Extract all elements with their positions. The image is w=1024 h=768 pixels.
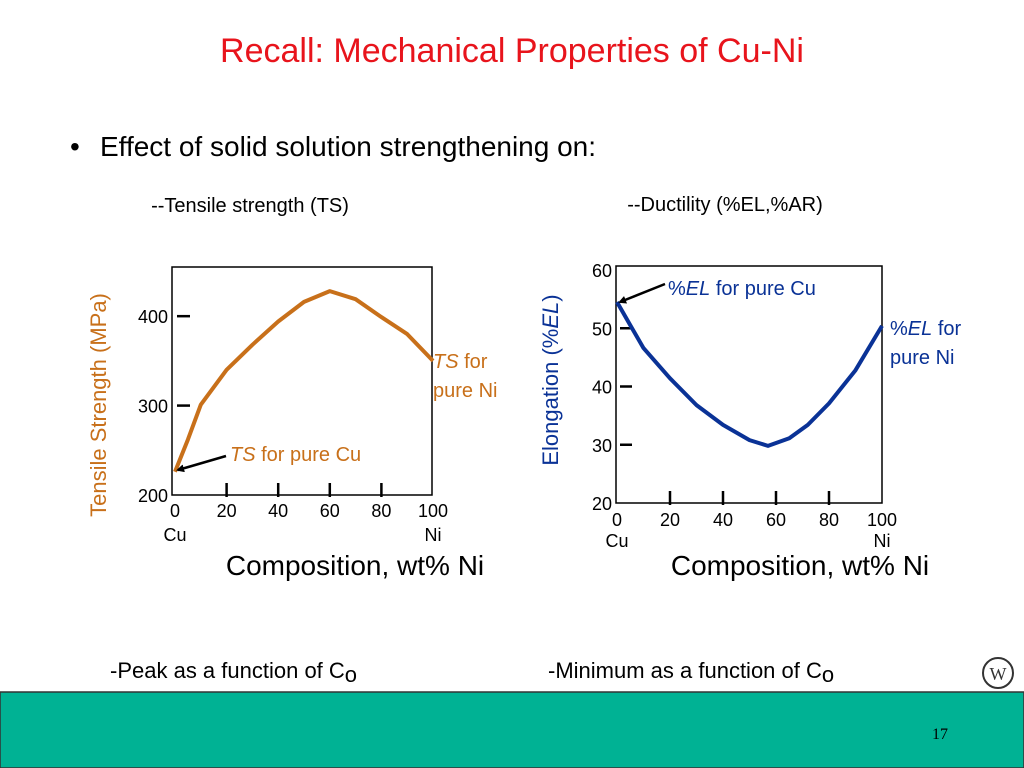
note: -Peak as a function of Co (110, 658, 357, 687)
y-axis-title: Tensile Strength (MPa) (86, 293, 111, 517)
y-tick-label: 20 (592, 494, 612, 514)
y-tick-label: 60 (592, 261, 612, 281)
data-line (173, 289, 435, 473)
annotation-part: TS (433, 351, 459, 373)
x-end-label: Cu (163, 525, 186, 545)
x-tick-label: 60 (766, 510, 786, 530)
y-tick-label: 400 (138, 307, 168, 327)
annotation-part: EL (686, 278, 710, 300)
annotation-part: % (668, 278, 686, 300)
y-tick-label: 50 (592, 319, 612, 339)
annotation-part: for (459, 351, 488, 373)
x-end-label: Ni (874, 531, 891, 551)
plot-frame (171, 266, 433, 496)
note-text: -Minimum as a function of C (548, 658, 822, 683)
y-tick-label: 300 (138, 397, 168, 417)
note-subscript: o (345, 662, 357, 687)
x-end-label: Ni (425, 525, 442, 545)
x-axis-title: Composition, wt% Ni (226, 550, 484, 581)
annotation: pure Ni (433, 380, 497, 402)
y-axis-title-part: Tensile Strength (MPa) (86, 293, 111, 517)
x-tick-label: 40 (713, 510, 733, 530)
chart-subtitle: --Tensile strength (TS) (151, 195, 349, 217)
annotation-part: EL (908, 318, 932, 340)
y-tick-label: 30 (592, 436, 612, 456)
annotation-part: for (932, 318, 961, 340)
y-axis-title-part: EL (538, 302, 563, 329)
y-tick-label: 200 (138, 486, 168, 506)
page-number: 17 (932, 726, 948, 743)
logo: W (982, 657, 1014, 689)
slide-title: Recall: Mechanical Properties of Cu-Ni (220, 32, 804, 70)
annotation: %EL for pure Cu (668, 278, 816, 300)
annotation-part: pure Ni (433, 380, 497, 402)
plot-frame (615, 265, 883, 504)
x-end-label: Cu (605, 531, 628, 551)
footer-bar (0, 691, 1024, 768)
annotation-arrow (618, 282, 666, 304)
annotation: pure Ni (890, 347, 954, 369)
annotation-arrow (176, 454, 227, 473)
data-line (615, 301, 884, 448)
x-axis-title: Composition, wt% Ni (671, 550, 929, 581)
x-tick-label: 20 (660, 510, 680, 530)
note: -Minimum as a function of Co (548, 658, 834, 687)
x-tick-label: 80 (819, 510, 839, 530)
annotation-part: TS (230, 444, 256, 466)
x-tick-label: 0 (612, 510, 622, 530)
annotation-part: for pure Cu (710, 278, 816, 300)
x-tick-label: 0 (170, 501, 180, 521)
x-tick-label: 100 (867, 510, 897, 530)
svg-text:W: W (990, 664, 1007, 684)
y-axis-title-part: Elongation (% (538, 329, 563, 466)
chart: --Tensile strength (TS) 200 300 400 0 20 40 60 8… (86, 195, 497, 581)
bullet-dot: • (70, 131, 80, 162)
y-tick-label: 40 (592, 378, 612, 398)
note-text: -Peak as a function of C (110, 658, 345, 683)
x-tick-label: 80 (371, 501, 391, 521)
x-tick-label: 40 (268, 501, 288, 521)
annotation: TS for (433, 351, 488, 373)
y-axis-title: Elongation (%EL) (538, 294, 563, 465)
x-tick-label: 60 (320, 501, 340, 521)
annotation: %EL for (890, 318, 962, 340)
note-subscript: o (822, 662, 834, 687)
x-tick-label: 20 (217, 501, 237, 521)
chart-subtitle: --Ductility (%EL,%AR) (627, 194, 823, 216)
y-axis-title-part: ) (538, 294, 563, 301)
annotation: TS for pure Cu (230, 444, 361, 466)
annotation-part: for pure Cu (256, 444, 362, 466)
bullet-text: Effect of solid solution strengthening o… (100, 131, 596, 162)
x-tick-label: 100 (418, 501, 448, 521)
annotation-part: pure Ni (890, 347, 954, 369)
annotation-part: % (890, 318, 908, 340)
